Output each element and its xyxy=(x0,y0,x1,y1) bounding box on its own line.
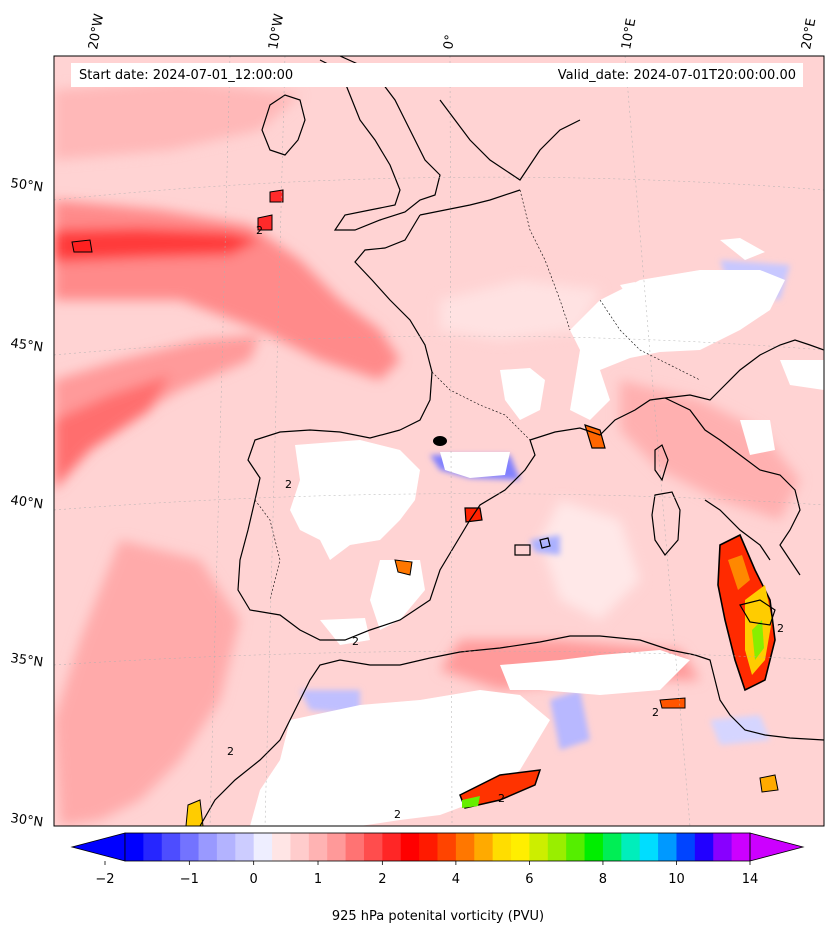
colorbar-segment xyxy=(400,833,420,861)
lat-label-45n: 45°N xyxy=(9,336,44,355)
colorbar-segment xyxy=(731,833,751,861)
lat-label-50n: 50°N xyxy=(9,176,44,195)
colorbar-segment xyxy=(602,833,622,861)
colorbar-tick-label: 8 xyxy=(599,872,607,887)
colorbar-segment xyxy=(345,833,365,861)
colorbar-segment xyxy=(216,833,236,861)
colorbar-tick-label: 0 xyxy=(250,872,258,887)
latitude-labels: 50°N 45°N 40°N 35°N 30°N xyxy=(9,176,44,830)
colorbar-tick-label: 4 xyxy=(452,872,460,887)
colorbar-segment xyxy=(143,833,163,861)
colorbar-segment xyxy=(694,833,714,861)
map-frame xyxy=(53,55,825,827)
contour-label: 2 xyxy=(256,224,263,237)
colorbar-tick-label: 2 xyxy=(378,872,386,887)
colorbar-segment xyxy=(235,833,255,861)
colorbar-segment xyxy=(547,833,567,861)
colorbar-segment xyxy=(455,833,475,861)
lon-label-20e: 20°E xyxy=(799,17,819,50)
colorbar-segment xyxy=(290,833,310,861)
colorbar-segment xyxy=(363,833,383,861)
lon-label-10w: 10°W xyxy=(266,13,287,51)
colorbar-segment xyxy=(272,833,291,861)
contour-label: 2 xyxy=(498,792,505,805)
lon-label-0: 0° xyxy=(441,34,458,51)
lon-label-10e: 10°E xyxy=(619,17,639,50)
date-info-box xyxy=(71,63,803,87)
contour-label: 2 xyxy=(394,808,401,821)
valid-date-text: Valid_date: 2024-07-01T20:00:00.00 xyxy=(558,68,796,83)
colorbar-label: 925 hPa potenital vorticity (PVU) xyxy=(332,909,544,924)
country-borders xyxy=(254,189,701,601)
colorbar-segment xyxy=(327,833,347,861)
contour-label: 2 xyxy=(285,478,292,491)
colorbar-segment xyxy=(382,833,402,861)
colorbar-segment xyxy=(180,833,200,861)
contour-label: 2 xyxy=(352,635,359,648)
colorbar-segment xyxy=(308,833,328,861)
colorbar-tick-label: 10 xyxy=(668,872,685,887)
colorbar-segment xyxy=(125,833,144,861)
colorbar-tick-label: −2 xyxy=(95,872,114,887)
colorbar-segment xyxy=(437,833,457,861)
colorbar-segment xyxy=(584,833,604,861)
lat-label-30n: 30°N xyxy=(9,811,44,830)
colorbar-extend-min xyxy=(70,832,126,862)
lon-label-20w: 20°W xyxy=(86,13,107,51)
colorbar xyxy=(70,832,805,862)
lat-label-40n: 40°N xyxy=(9,493,44,512)
lat-label-35n: 35°N xyxy=(9,651,44,670)
colorbar-tick-label: 14 xyxy=(742,872,759,887)
colorbar-extend-max xyxy=(749,832,805,862)
colorbar-segment xyxy=(621,833,641,861)
colorbar-segment xyxy=(529,833,549,861)
colorbar-ticks: −2 −1 0 1 2 4 6 8 10 14 xyxy=(95,861,758,887)
start-date-text: Start date: 2024-07-01_12:00:00 xyxy=(79,68,293,83)
coastlines xyxy=(199,56,824,826)
contour-labels: 2 2 2 2 2 2 2 2 xyxy=(227,224,784,821)
colorbar-segment xyxy=(492,833,512,861)
colorbar-segment xyxy=(566,833,586,861)
colorbar-segment xyxy=(639,833,659,861)
colorbar-tick-label: −1 xyxy=(180,872,199,887)
colorbar-segment xyxy=(419,833,438,861)
colorbar-segment xyxy=(253,833,273,861)
contour-label: 2 xyxy=(777,622,784,635)
colorbar-segment xyxy=(713,833,733,861)
colorbar-tick-label: 1 xyxy=(314,872,322,887)
colorbar-segment xyxy=(198,833,218,861)
high-pv-features xyxy=(71,189,779,826)
colorbar-segment xyxy=(676,833,696,861)
colorbar-segment xyxy=(161,833,181,861)
longitude-labels: 20°W 10°W 0° 10°E 20°E xyxy=(86,13,819,51)
contour-label: 2 xyxy=(227,745,234,758)
map-panel xyxy=(54,56,824,826)
colorbar-segment xyxy=(511,833,530,861)
colorbar-tick-label: 6 xyxy=(525,872,533,887)
graticule xyxy=(54,56,824,826)
colorbar-frame xyxy=(124,832,751,862)
contour-label: 2 xyxy=(652,706,659,719)
colorbar-segment xyxy=(474,833,494,861)
colorbar-segment xyxy=(658,833,677,861)
